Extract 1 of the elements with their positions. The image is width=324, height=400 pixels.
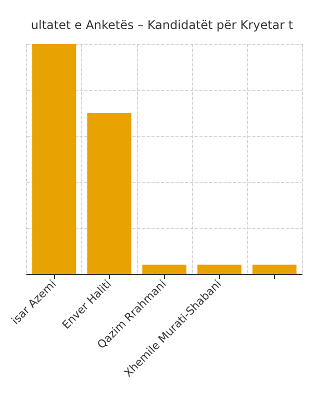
chart-title: ultatet e Anketës – Kandidatët për Kryetar t (30, 18, 294, 32)
